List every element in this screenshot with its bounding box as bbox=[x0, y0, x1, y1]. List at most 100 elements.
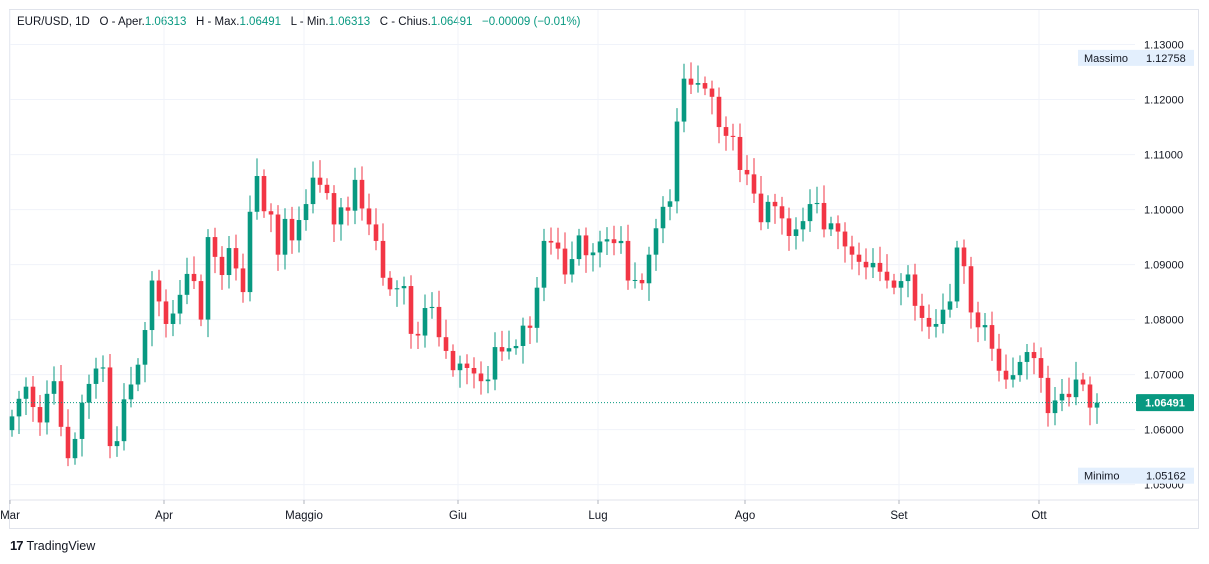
candle-body-up bbox=[667, 201, 673, 207]
candle-body-up bbox=[1073, 379, 1079, 398]
candle-body-up bbox=[16, 398, 22, 417]
candle-body-down bbox=[345, 207, 351, 211]
candle-body-down bbox=[240, 268, 246, 293]
candle-body-up bbox=[485, 379, 491, 382]
candle-body-down bbox=[366, 208, 372, 225]
candle-body-down bbox=[961, 247, 967, 267]
candle-body-up bbox=[905, 274, 911, 282]
candle-body-down bbox=[359, 179, 365, 209]
candle-body-down bbox=[821, 202, 827, 230]
candle-body-down bbox=[380, 240, 386, 278]
candle-body-down bbox=[856, 254, 862, 262]
candle-body-down bbox=[975, 312, 981, 328]
candle-body-down bbox=[499, 347, 505, 352]
candle-body-up bbox=[184, 273, 190, 295]
candle-body-up bbox=[51, 381, 57, 394]
candle-body-down bbox=[408, 286, 414, 334]
candle-body-down bbox=[968, 266, 974, 313]
candle-body-up bbox=[1010, 375, 1016, 380]
x-tick-label: Ago bbox=[735, 510, 755, 522]
candle-body-down bbox=[1066, 393, 1072, 398]
candle-body-down bbox=[331, 193, 337, 225]
candle-body-up bbox=[296, 220, 302, 241]
candle-body-up bbox=[23, 386, 29, 399]
x-tick-label: Ott bbox=[1031, 510, 1047, 522]
candle-body-up bbox=[541, 240, 547, 288]
y-tick-label: 1.09000 bbox=[1144, 260, 1184, 272]
candle-body-down bbox=[1080, 379, 1086, 385]
candle-body-down bbox=[275, 214, 281, 255]
candle-body-up bbox=[170, 313, 176, 324]
candle-body-down bbox=[30, 386, 36, 408]
x-tick-label: Set bbox=[890, 510, 908, 522]
tradingview-brand[interactable]: 17 TradingView bbox=[10, 538, 95, 553]
low-value: 1.05162 bbox=[1146, 471, 1186, 483]
candle-body-down bbox=[884, 271, 890, 281]
candle-body-down bbox=[996, 348, 1002, 371]
candle-body-up bbox=[128, 384, 134, 400]
candle-body-up bbox=[86, 383, 92, 403]
candle-body-down bbox=[891, 280, 897, 288]
candle-body-down bbox=[849, 246, 855, 255]
high-value: 1.06491 bbox=[239, 16, 282, 28]
candle-body-up bbox=[597, 241, 603, 253]
candle-body-up bbox=[807, 204, 813, 222]
candle-body-up bbox=[765, 201, 771, 223]
candle-body-down bbox=[443, 337, 449, 351]
y-tick-label: 1.10000 bbox=[1144, 205, 1184, 217]
symbol-label[interactable]: EUR/USD, 1D bbox=[17, 16, 90, 28]
candle-body-down bbox=[751, 174, 757, 194]
high-label: Massimo bbox=[1084, 53, 1128, 65]
candle-body-down bbox=[989, 325, 995, 349]
candle-body-down bbox=[877, 262, 883, 272]
high-value: 1.12758 bbox=[1146, 53, 1186, 65]
y-tick-label: 1.08000 bbox=[1144, 315, 1184, 327]
candle-body-down bbox=[198, 281, 204, 320]
candle-body-down bbox=[107, 367, 113, 447]
candle-body-down bbox=[709, 88, 715, 97]
candle-body-down bbox=[268, 211, 274, 215]
candle-body-down bbox=[758, 193, 764, 223]
candle-body-up bbox=[310, 177, 316, 205]
candle-body-up bbox=[457, 363, 463, 371]
y-tick-label: 1.13000 bbox=[1144, 40, 1184, 52]
candle-body-down bbox=[555, 242, 561, 249]
candle-body-down bbox=[926, 317, 932, 327]
candle-body-down bbox=[156, 280, 162, 302]
candle-body-down bbox=[58, 381, 64, 427]
candle-body-down bbox=[863, 261, 869, 268]
candle-body-up bbox=[1017, 361, 1023, 376]
candle-body-up bbox=[947, 301, 953, 310]
candle-body-up bbox=[114, 441, 120, 447]
candle-body-up bbox=[9, 416, 15, 431]
candle-body-up bbox=[93, 368, 99, 384]
low-badge bbox=[1078, 467, 1194, 484]
candle-body-up bbox=[814, 202, 820, 205]
candle-body-up bbox=[429, 306, 435, 309]
candle-body-up bbox=[800, 221, 806, 230]
candle-body-down bbox=[730, 135, 736, 137]
candle-body-down bbox=[835, 223, 841, 232]
candle-body-down bbox=[1087, 384, 1093, 408]
candle-body-up bbox=[254, 176, 260, 212]
candle-body-down bbox=[163, 301, 169, 324]
candle-body-down bbox=[471, 367, 477, 374]
candle-body-up bbox=[632, 279, 638, 281]
candle-body-up bbox=[653, 228, 659, 255]
candle-body-up bbox=[1024, 352, 1030, 362]
candle-body-up bbox=[660, 206, 666, 229]
candle-body-down bbox=[1003, 370, 1009, 380]
candle-body-down bbox=[212, 237, 218, 257]
candle-body-up bbox=[79, 402, 85, 439]
candle-body-down bbox=[450, 350, 456, 371]
candle-body-up bbox=[352, 179, 358, 211]
candle-body-down bbox=[1038, 358, 1044, 378]
candle-body-up bbox=[1052, 400, 1058, 414]
candle-body-up bbox=[604, 239, 610, 242]
last-price-badge bbox=[1136, 394, 1194, 412]
candle-body-up bbox=[401, 286, 407, 289]
x-tick-label: Maggio bbox=[285, 510, 323, 522]
candle-body-up bbox=[793, 229, 799, 236]
candle-body-down bbox=[779, 206, 785, 219]
